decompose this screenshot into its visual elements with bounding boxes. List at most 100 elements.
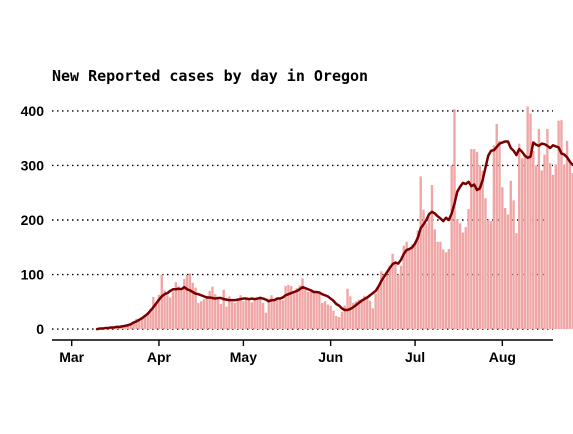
bar <box>408 249 410 329</box>
y-tick-label: 100 <box>21 267 45 283</box>
bar <box>453 109 455 329</box>
bar <box>569 163 571 329</box>
y-tick-label: 300 <box>21 157 45 173</box>
bar <box>172 291 174 329</box>
bar <box>431 185 433 329</box>
bar <box>318 291 320 329</box>
bar <box>349 296 351 329</box>
bar <box>445 252 447 329</box>
bar <box>169 297 171 329</box>
bar <box>414 242 416 329</box>
x-tick-label: May <box>230 349 257 365</box>
bar <box>220 304 222 329</box>
bar <box>405 242 407 329</box>
y-axis: 0 100 200 300 400 <box>21 103 45 337</box>
bar <box>397 275 399 330</box>
bar <box>473 149 475 329</box>
bar <box>546 129 548 329</box>
bar <box>180 291 182 329</box>
bar <box>282 300 284 329</box>
bar <box>197 303 199 329</box>
bar <box>248 300 250 329</box>
bar <box>262 303 264 329</box>
bar <box>152 297 154 329</box>
bar <box>276 297 278 329</box>
bar <box>161 275 163 330</box>
bar <box>211 287 213 330</box>
bar <box>293 291 295 329</box>
bar <box>442 249 444 329</box>
bar <box>231 302 233 329</box>
bar <box>470 149 472 329</box>
bar <box>394 263 396 330</box>
bar <box>313 292 315 329</box>
bar <box>237 299 239 329</box>
bar <box>493 145 495 329</box>
bar <box>386 275 388 330</box>
bar <box>467 209 469 329</box>
bar <box>383 279 385 329</box>
bar <box>456 219 458 329</box>
bar <box>496 124 498 329</box>
bar <box>563 164 565 329</box>
bar <box>389 266 391 329</box>
bar <box>369 301 371 329</box>
daily-cases-bars <box>99 107 573 330</box>
bar <box>504 208 506 329</box>
bar <box>535 165 537 329</box>
bar <box>420 176 422 329</box>
bar <box>335 316 337 329</box>
bar <box>310 292 312 329</box>
bar <box>268 299 270 330</box>
bar <box>287 285 289 329</box>
x-axis: Mar Apr May Jun Jul Aug <box>52 340 553 365</box>
bar <box>217 297 219 329</box>
bar <box>529 114 531 329</box>
bar <box>332 311 334 330</box>
bar <box>338 317 340 329</box>
bar <box>510 181 512 329</box>
bar <box>251 302 253 329</box>
bar <box>484 198 486 329</box>
bar <box>549 163 551 329</box>
bar <box>518 144 520 329</box>
bar <box>566 141 568 329</box>
bar <box>425 223 427 329</box>
x-tick-label: Aug <box>489 349 516 365</box>
bar <box>512 200 514 329</box>
x-tick-label: Jun <box>318 349 343 365</box>
bar <box>487 220 489 329</box>
chart-title: New Reported cases by day in Oregon <box>52 67 368 85</box>
bar <box>225 307 227 329</box>
bar <box>304 290 306 329</box>
y-tick-label: 200 <box>21 212 45 228</box>
bar <box>374 294 376 329</box>
bar <box>462 233 464 330</box>
bar <box>245 297 247 329</box>
bar <box>242 301 244 329</box>
bar <box>265 313 267 329</box>
bar <box>284 286 286 329</box>
bar <box>434 229 436 329</box>
bar <box>543 155 545 330</box>
bar <box>296 288 298 329</box>
bar <box>279 299 281 329</box>
bar <box>155 303 157 329</box>
bar <box>555 164 557 329</box>
bar <box>192 283 194 329</box>
bar <box>259 296 261 329</box>
bar <box>448 249 450 329</box>
bar <box>177 287 179 330</box>
x-tick-label: Mar <box>59 349 84 365</box>
bar <box>417 230 419 329</box>
bar <box>253 298 255 329</box>
bar <box>411 245 413 330</box>
bar <box>524 155 526 329</box>
bar <box>428 217 430 329</box>
bar <box>327 305 329 330</box>
y-tick-label: 0 <box>36 321 44 337</box>
bar <box>552 175 554 329</box>
bar <box>324 301 326 329</box>
bar <box>377 287 379 329</box>
